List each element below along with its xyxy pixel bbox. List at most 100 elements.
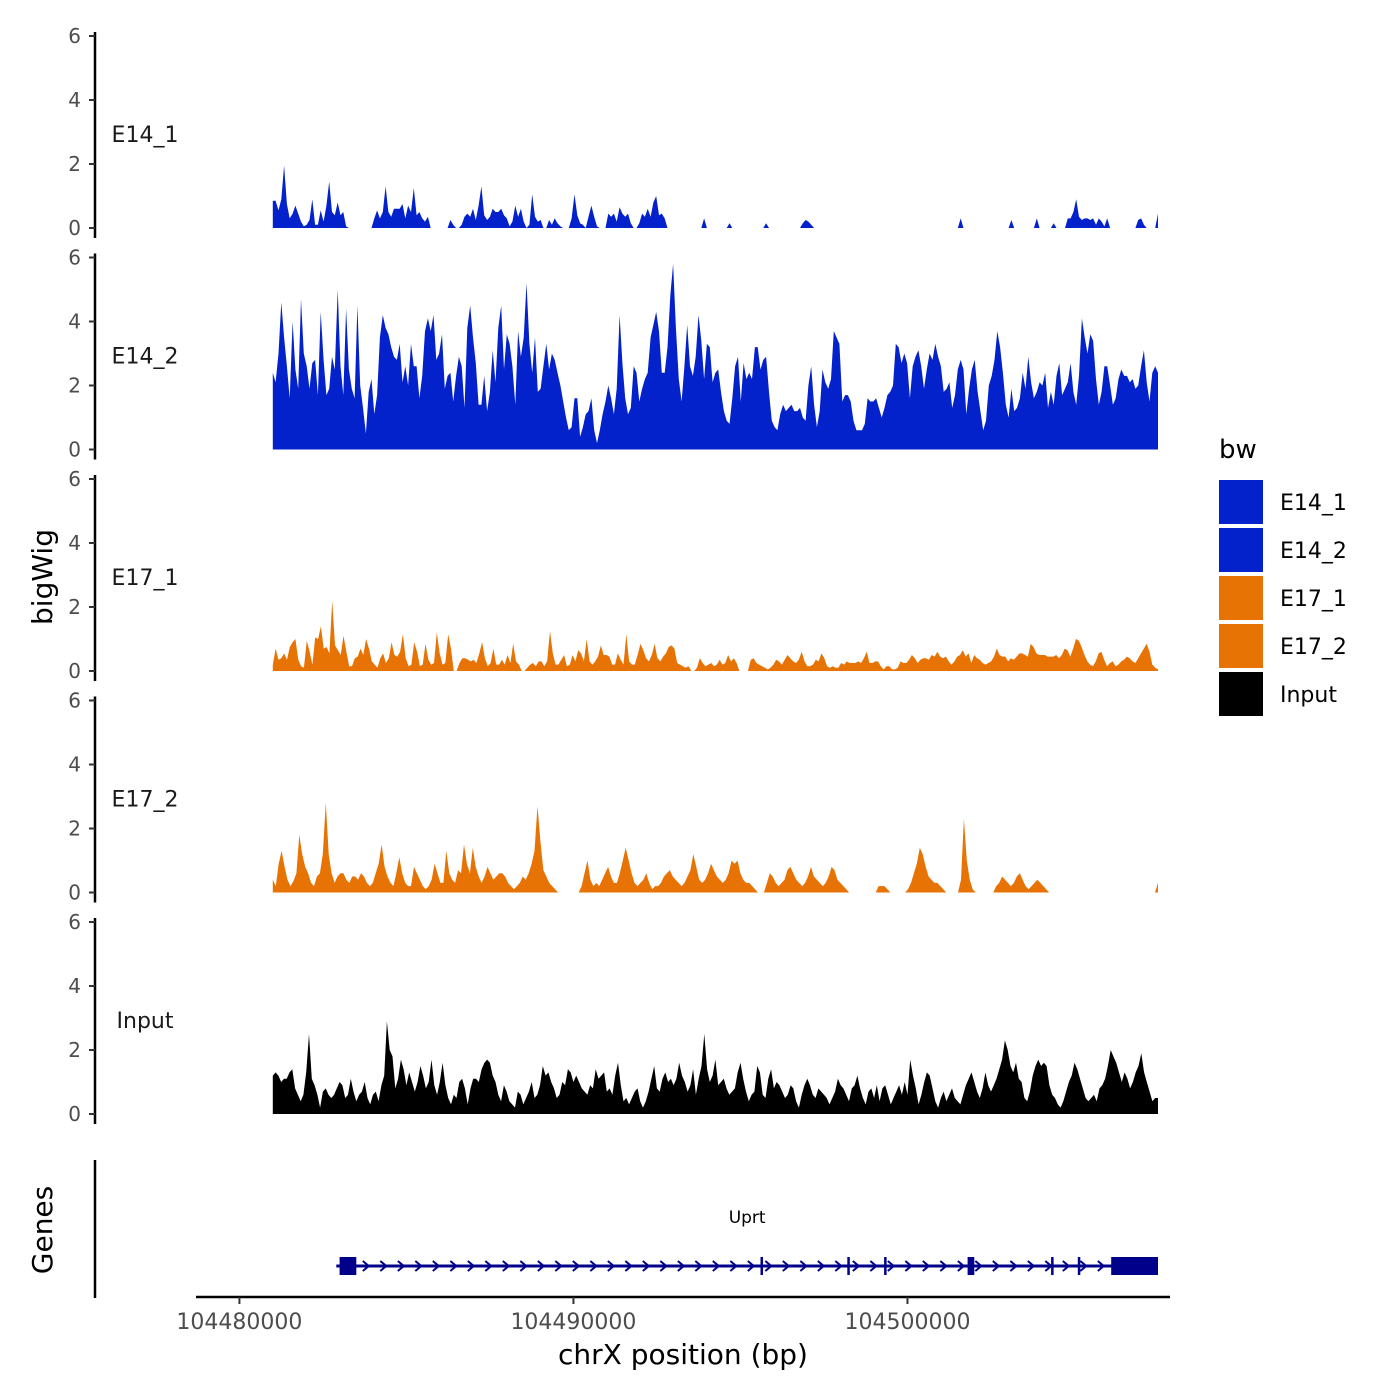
strand-arrow: [1079, 1260, 1088, 1272]
track-e17-2: 0 2 4 6 E17_2: [68, 689, 1158, 905]
strand-arrow: [852, 1260, 861, 1272]
legend-item-input: Input: [1219, 672, 1337, 716]
legend-label: E17_1: [1280, 587, 1347, 612]
y-tick-label: 0: [68, 1102, 81, 1126]
legend-label: E14_2: [1280, 539, 1347, 564]
legend-swatch: [1219, 480, 1263, 524]
legend-swatch: [1219, 576, 1263, 620]
strand-arrow: [869, 1260, 878, 1272]
track-label: E17_2: [112, 788, 179, 813]
x-tick-label: 104500000: [844, 1310, 970, 1335]
x-axis-title: chrX position (bp): [558, 1338, 808, 1371]
track-e14-2: 0 2 4 6 E14_2: [68, 246, 1158, 462]
y-tick-label: 0: [68, 659, 81, 683]
strand-arrow: [974, 1260, 983, 1272]
y-tick-label: 6: [68, 689, 81, 713]
genes-axis-title: Genes: [26, 1186, 59, 1274]
legend-label: E17_2: [1280, 635, 1347, 660]
coverage-area: [272, 600, 1158, 671]
strand-arrow: [1062, 1260, 1071, 1272]
strand-arrow: [484, 1260, 493, 1272]
strand-arrow: [519, 1260, 528, 1272]
strand-arrow: [939, 1260, 948, 1272]
y-tick-label: 6: [68, 24, 81, 48]
gene-exon: [760, 1257, 763, 1275]
strand-arrow: [747, 1260, 756, 1272]
gene-exon: [1051, 1257, 1054, 1275]
strand-arrow: [589, 1260, 598, 1272]
strand-arrow: [799, 1260, 808, 1272]
strand-arrow: [729, 1260, 738, 1272]
x-tick-label: 104480000: [176, 1310, 302, 1335]
strand-arrow: [397, 1260, 406, 1272]
y-tick-label: 4: [68, 974, 81, 998]
gene-track: Uprt: [93, 1160, 1158, 1298]
y-axis-title: bigWig: [26, 529, 59, 625]
coverage-area: [272, 263, 1158, 450]
legend-swatch: [1219, 672, 1263, 716]
y-tick-label: 6: [68, 910, 81, 934]
y-tick-label: 0: [68, 216, 81, 240]
legend-item-e14-1: E14_1: [1219, 480, 1347, 524]
legend-swatch: [1219, 624, 1263, 668]
strand-arrow: [607, 1260, 616, 1272]
strand-arrow: [624, 1260, 633, 1272]
track-label: E17_1: [112, 566, 179, 591]
y-tick-label: 6: [68, 467, 81, 491]
y-tick-label: 4: [68, 88, 81, 112]
y-tick-label: 2: [68, 152, 81, 176]
gene-exon: [847, 1257, 850, 1275]
track-input: 0 2 4 6 Input: [68, 910, 1158, 1126]
track-label: E14_2: [112, 345, 179, 370]
strand-arrow: [1097, 1260, 1106, 1272]
legend: E14_1 E14_2 E17_1 E17_2 Input: [1219, 480, 1347, 716]
strand-arrow: [817, 1260, 826, 1272]
strand-arrow: [694, 1260, 703, 1272]
strand-arrow: [957, 1260, 966, 1272]
gene-name-label: Uprt: [729, 1208, 766, 1228]
legend-item-e17-1: E17_1: [1219, 576, 1347, 620]
legend-title: bw: [1219, 435, 1257, 465]
strand-arrow: [677, 1260, 686, 1272]
strand-arrow: [379, 1260, 388, 1272]
legend-item-e14-2: E14_2: [1219, 528, 1347, 572]
strand-arrow: [1027, 1260, 1036, 1272]
strand-arrow: [887, 1260, 896, 1272]
strand-arrow: [467, 1260, 476, 1272]
strand-arrow: [659, 1260, 668, 1272]
strand-arrow: [782, 1260, 791, 1272]
gene-exon: [884, 1257, 887, 1275]
strand-arrow: [554, 1260, 563, 1272]
strand-arrow: [432, 1260, 441, 1272]
strand-arrow: [362, 1260, 371, 1272]
strand-arrow: [992, 1260, 1001, 1272]
strand-arrow: [572, 1260, 581, 1272]
y-tick-label: 4: [68, 310, 81, 334]
strand-arrow: [502, 1260, 511, 1272]
coverage-tracks: 0 2 4 6 E14_1 0 2 4 6 E14_2 0 2 4 6 E17_1 0 2 4 6 E17_2 0 2 4 6…: [68, 24, 1158, 1126]
y-tick-label: 0: [68, 438, 81, 462]
track-label: Input: [117, 1009, 174, 1034]
track-e14-1: 0 2 4 6 E14_1: [68, 24, 1158, 240]
coverage-area: [272, 802, 1158, 893]
gene-exon: [339, 1257, 357, 1275]
strand-arrow: [764, 1260, 773, 1272]
strand-arrow: [642, 1260, 651, 1272]
y-tick-label: 6: [68, 246, 81, 270]
y-tick-label: 2: [68, 595, 81, 619]
strand-arrow: [449, 1260, 458, 1272]
gene-exon: [1077, 1257, 1081, 1275]
gene-uprt: Uprt: [336, 1208, 1158, 1275]
legend-label: Input: [1280, 683, 1337, 708]
gene-exon: [967, 1257, 975, 1275]
y-tick-label: 4: [68, 753, 81, 777]
gene-exon: [1111, 1257, 1158, 1275]
strand-arrow: [712, 1260, 721, 1272]
x-tick-label: 104490000: [510, 1310, 636, 1335]
legend-item-e17-2: E17_2: [1219, 624, 1347, 668]
strand-arrow: [904, 1260, 913, 1272]
legend-swatch: [1219, 528, 1263, 572]
strand-arrow: [922, 1260, 931, 1272]
strand-arrow: [537, 1260, 546, 1272]
x-axis: 104480000 104490000 104500000: [176, 1295, 1170, 1335]
